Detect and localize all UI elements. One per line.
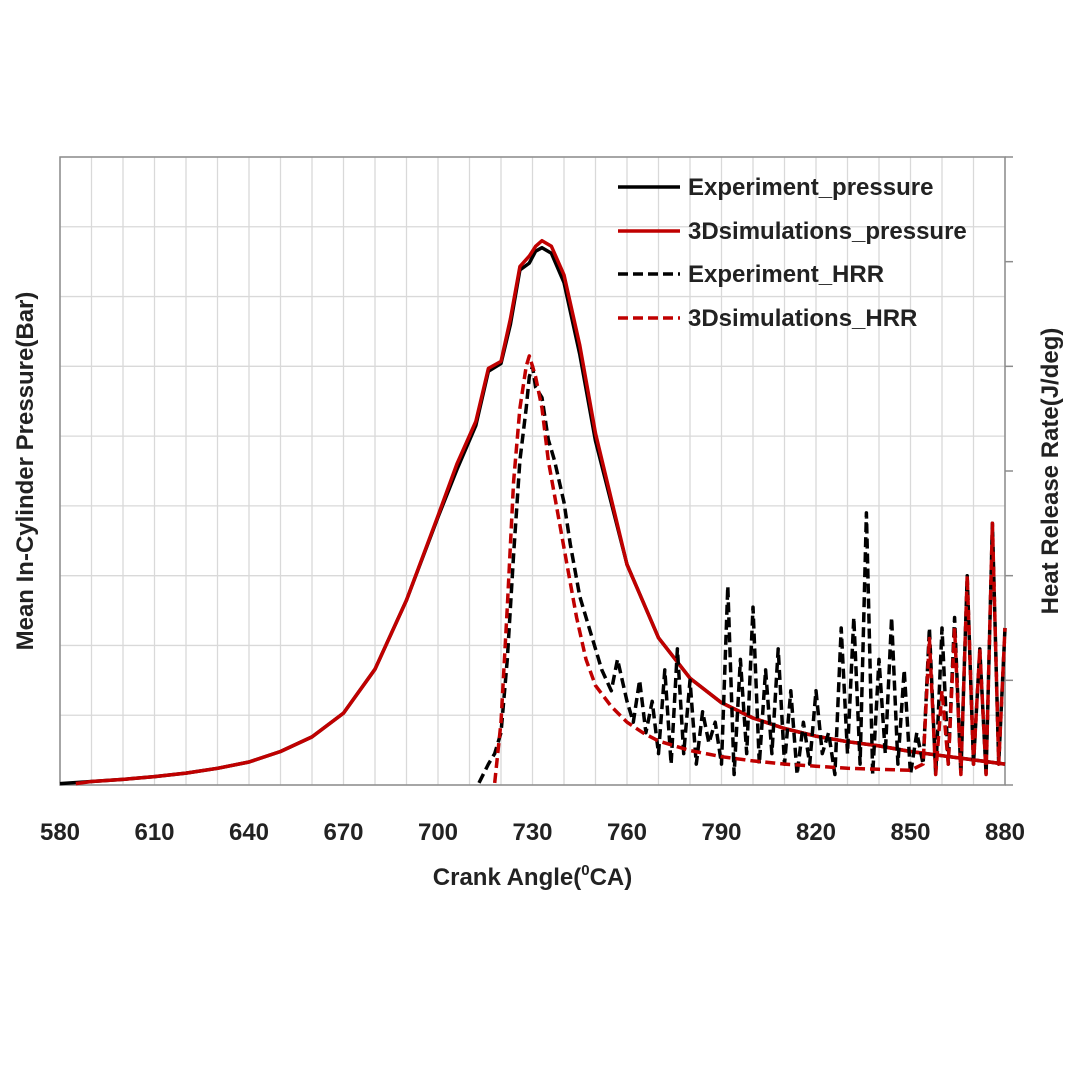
series-line-experiment-hrr — [477, 364, 1007, 784]
x-axis-title-tail: CA) — [590, 864, 633, 891]
x-tick-label: 730 — [512, 819, 552, 846]
legend-label-experiment-hrr: Experiment_HRR — [688, 261, 884, 288]
x-axis-title: Crank Angle(0CA) — [433, 862, 632, 891]
legend-label-3dsimulations-hrr: 3Dsimulations_HRR — [688, 305, 917, 332]
x-tick-label: 880 — [985, 819, 1025, 846]
right-axis-ticks — [1005, 156, 1013, 786]
right-y-axis-title: Heat Release Rate(J/deg) — [1037, 328, 1064, 615]
x-tick-label: 670 — [323, 819, 363, 846]
x-axis-title-superscript: 0 — [581, 862, 589, 879]
x-tick-label: 580 — [40, 819, 80, 846]
x-tick-label: 760 — [607, 819, 647, 846]
x-tick-label: 640 — [229, 819, 269, 846]
x-tick-label: 850 — [890, 819, 930, 846]
legend: Experiment_pressure 3Dsimulations_pressu… — [618, 174, 967, 332]
x-tick-label: 700 — [418, 819, 458, 846]
x-axis-title-main: Crank Angle( — [433, 864, 581, 891]
x-tick-label: 820 — [796, 819, 836, 846]
left-y-axis-title: Mean In-Cylinder Pressure(Bar) — [12, 292, 39, 651]
x-tick-label: 790 — [701, 819, 741, 846]
legend-label-3dsimulations-pressure: 3Dsimulations_pressure — [688, 218, 967, 245]
legend-label-experiment-pressure: Experiment_pressure — [688, 174, 933, 201]
series-layer — [59, 238, 1007, 786]
x-axis-tick-labels: 580 610 640 670 700 730 760 790 820 850 880 — [40, 819, 1025, 846]
x-tick-label: 610 — [134, 819, 174, 846]
series-line-3dsimulations-hrr — [492, 354, 1007, 784]
